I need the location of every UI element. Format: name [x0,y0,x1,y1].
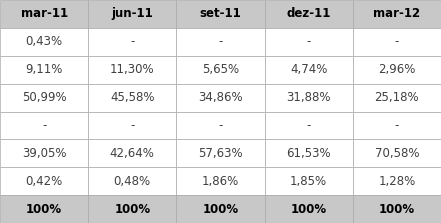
Text: -: - [306,119,311,132]
Text: 0,42%: 0,42% [26,175,63,188]
Bar [0,28,88,56]
Bar [265,0,353,28]
Bar [353,195,441,223]
Text: 0,43%: 0,43% [26,35,63,48]
Bar [176,84,265,112]
Bar [0,112,88,139]
Bar [0,56,88,84]
Text: 61,53%: 61,53% [286,147,331,160]
Text: 11,30%: 11,30% [110,63,155,76]
Text: 100%: 100% [26,202,62,216]
Text: 34,86%: 34,86% [198,91,243,104]
Text: 4,74%: 4,74% [290,63,327,76]
Bar [88,56,176,84]
Bar [88,112,176,139]
Text: 100%: 100% [202,202,239,216]
Bar [0,0,88,28]
Text: 31,88%: 31,88% [287,91,331,104]
Bar [88,139,176,167]
Text: -: - [130,35,135,48]
Bar [353,0,441,28]
Text: 1,86%: 1,86% [202,175,239,188]
Bar [176,139,265,167]
Text: mar-12: mar-12 [374,7,420,21]
Bar [265,28,353,56]
Bar [265,112,353,139]
Bar [176,0,265,28]
Text: 2,96%: 2,96% [378,63,415,76]
Bar [353,112,441,139]
Text: dez-11: dez-11 [287,7,331,21]
Text: 5,65%: 5,65% [202,63,239,76]
Bar [265,195,353,223]
Bar [353,139,441,167]
Text: jun-11: jun-11 [112,7,153,21]
Bar [353,28,441,56]
Bar [265,167,353,195]
Text: 1,28%: 1,28% [378,175,415,188]
Text: -: - [42,119,46,132]
Text: 42,64%: 42,64% [110,147,155,160]
Bar [88,0,176,28]
Text: -: - [395,35,399,48]
Bar [88,28,176,56]
Bar [176,28,265,56]
Text: 25,18%: 25,18% [374,91,419,104]
Bar [88,195,176,223]
Text: 45,58%: 45,58% [110,91,154,104]
Bar [176,112,265,139]
Text: 70,58%: 70,58% [375,147,419,160]
Bar [353,167,441,195]
Bar [88,84,176,112]
Bar [0,139,88,167]
Bar [265,139,353,167]
Text: -: - [218,35,223,48]
Text: 9,11%: 9,11% [26,63,63,76]
Text: 100%: 100% [114,202,150,216]
Bar [353,56,441,84]
Text: 50,99%: 50,99% [22,91,67,104]
Text: 0,48%: 0,48% [114,175,151,188]
Text: 100%: 100% [379,202,415,216]
Bar [0,167,88,195]
Bar [265,84,353,112]
Text: -: - [218,119,223,132]
Bar [88,167,176,195]
Text: -: - [395,119,399,132]
Bar [0,84,88,112]
Bar [176,167,265,195]
Text: set-11: set-11 [200,7,241,21]
Text: 57,63%: 57,63% [198,147,243,160]
Text: -: - [130,119,135,132]
Text: 1,85%: 1,85% [290,175,327,188]
Text: 100%: 100% [291,202,327,216]
Bar [176,195,265,223]
Text: mar-11: mar-11 [21,7,67,21]
Bar [0,195,88,223]
Text: 39,05%: 39,05% [22,147,66,160]
Bar [176,56,265,84]
Bar [265,56,353,84]
Text: -: - [306,35,311,48]
Bar [353,84,441,112]
